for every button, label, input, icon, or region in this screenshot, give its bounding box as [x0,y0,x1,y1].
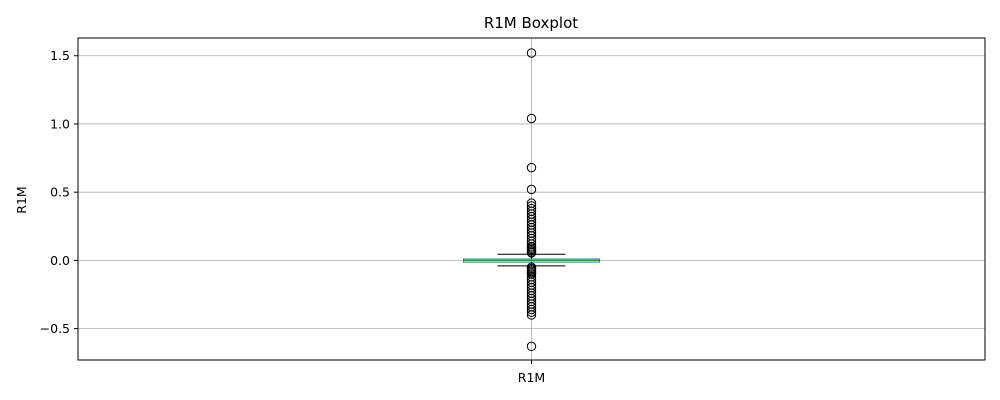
y-tick-label: 0.0 [50,253,70,268]
outlier-point [526,304,537,315]
x-axis-ticks: R1M [518,360,545,385]
outlier-point [526,113,537,124]
outlier-point [526,341,537,352]
y-axis-ticks: −0.5 0.0 0.5 1.0 1.5 [40,48,78,336]
outlier-point [526,48,537,58]
outlier-points [526,48,537,352]
y-tick-label: 1.0 [50,116,70,131]
outlier-point [526,248,537,258]
y-tick-label: 0.5 [50,185,70,200]
outlier-point [526,310,537,320]
y-axis-label: R1M [14,186,29,213]
y-tick-label: 1.5 [50,48,70,63]
outlier-point [526,307,537,317]
box-layer [463,253,600,267]
outlier-point [526,162,537,173]
y-tick-label: −0.5 [40,321,70,336]
x-tick-label: R1M [518,370,545,385]
outlier-point [526,184,537,195]
chart-title: R1M Boxplot [484,14,578,32]
